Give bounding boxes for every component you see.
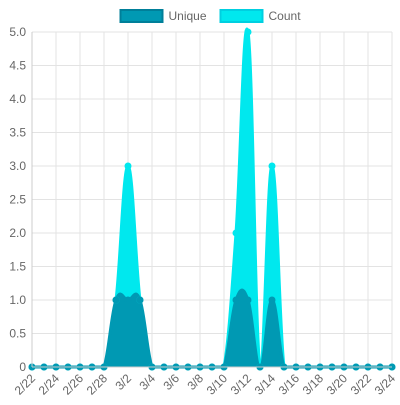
y-tick-label: 4.5: [9, 59, 26, 73]
y-tick-label: 1.0: [9, 293, 26, 307]
y-tick-label: 3.5: [9, 126, 26, 140]
data-point-count[interactable]: [232, 229, 240, 237]
data-point-unique[interactable]: [112, 296, 120, 304]
data-point-count[interactable]: [268, 162, 276, 170]
data-point-unique[interactable]: [136, 296, 144, 304]
data-point-unique[interactable]: [268, 296, 276, 304]
data-point-count[interactable]: [124, 162, 132, 170]
y-tick-label: 2.5: [9, 193, 26, 207]
y-tick-label: 1.5: [9, 260, 26, 274]
x-tick-label: 3/24: [372, 371, 399, 398]
y-tick-label: 2.0: [9, 226, 26, 240]
series-line-unique: [32, 288, 392, 369]
legend-label: Unique: [169, 9, 207, 23]
x-tick-label: 3/2: [112, 371, 134, 393]
series-area-unique: [32, 289, 392, 367]
data-point-unique[interactable]: [232, 296, 240, 304]
data-point-count[interactable]: [244, 28, 252, 36]
x-tick-label: 2/26: [60, 371, 87, 398]
x-tick-label: 3/4: [136, 371, 158, 393]
legend-item-unique[interactable]: Unique: [119, 9, 207, 23]
x-tick-label: 2/22: [12, 371, 39, 398]
data-point-unique[interactable]: [124, 296, 132, 304]
x-tick-label: 3/8: [184, 371, 206, 393]
y-tick-label: 0: [19, 360, 26, 374]
x-tick-label: 2/28: [84, 371, 111, 398]
y-tick-label: 5.0: [9, 25, 26, 39]
x-tick-label: 3/18: [300, 371, 327, 398]
x-tick-label: 2/24: [36, 371, 63, 398]
legend-item-count[interactable]: Count: [219, 9, 302, 23]
x-tick-label: 3/6: [160, 371, 182, 393]
x-tick-label: 3/20: [324, 371, 351, 398]
x-tick-label: 3/16: [276, 371, 303, 398]
data-point-unique[interactable]: [244, 296, 252, 304]
y-tick-label: 4.0: [9, 92, 26, 106]
x-tick-label: 3/22: [348, 371, 375, 398]
legend-swatch: [219, 9, 264, 23]
y-tick-label: 3.0: [9, 159, 26, 173]
x-tick-label: 3/12: [228, 371, 255, 398]
legend-swatch: [119, 9, 164, 23]
x-tick-label: 3/10: [204, 371, 231, 398]
series-area-count: [32, 29, 392, 367]
y-tick-label: 0.5: [9, 327, 26, 341]
series-line-count: [32, 27, 392, 369]
legend-label: Count: [269, 9, 302, 23]
x-tick-label: 3/14: [252, 371, 279, 398]
